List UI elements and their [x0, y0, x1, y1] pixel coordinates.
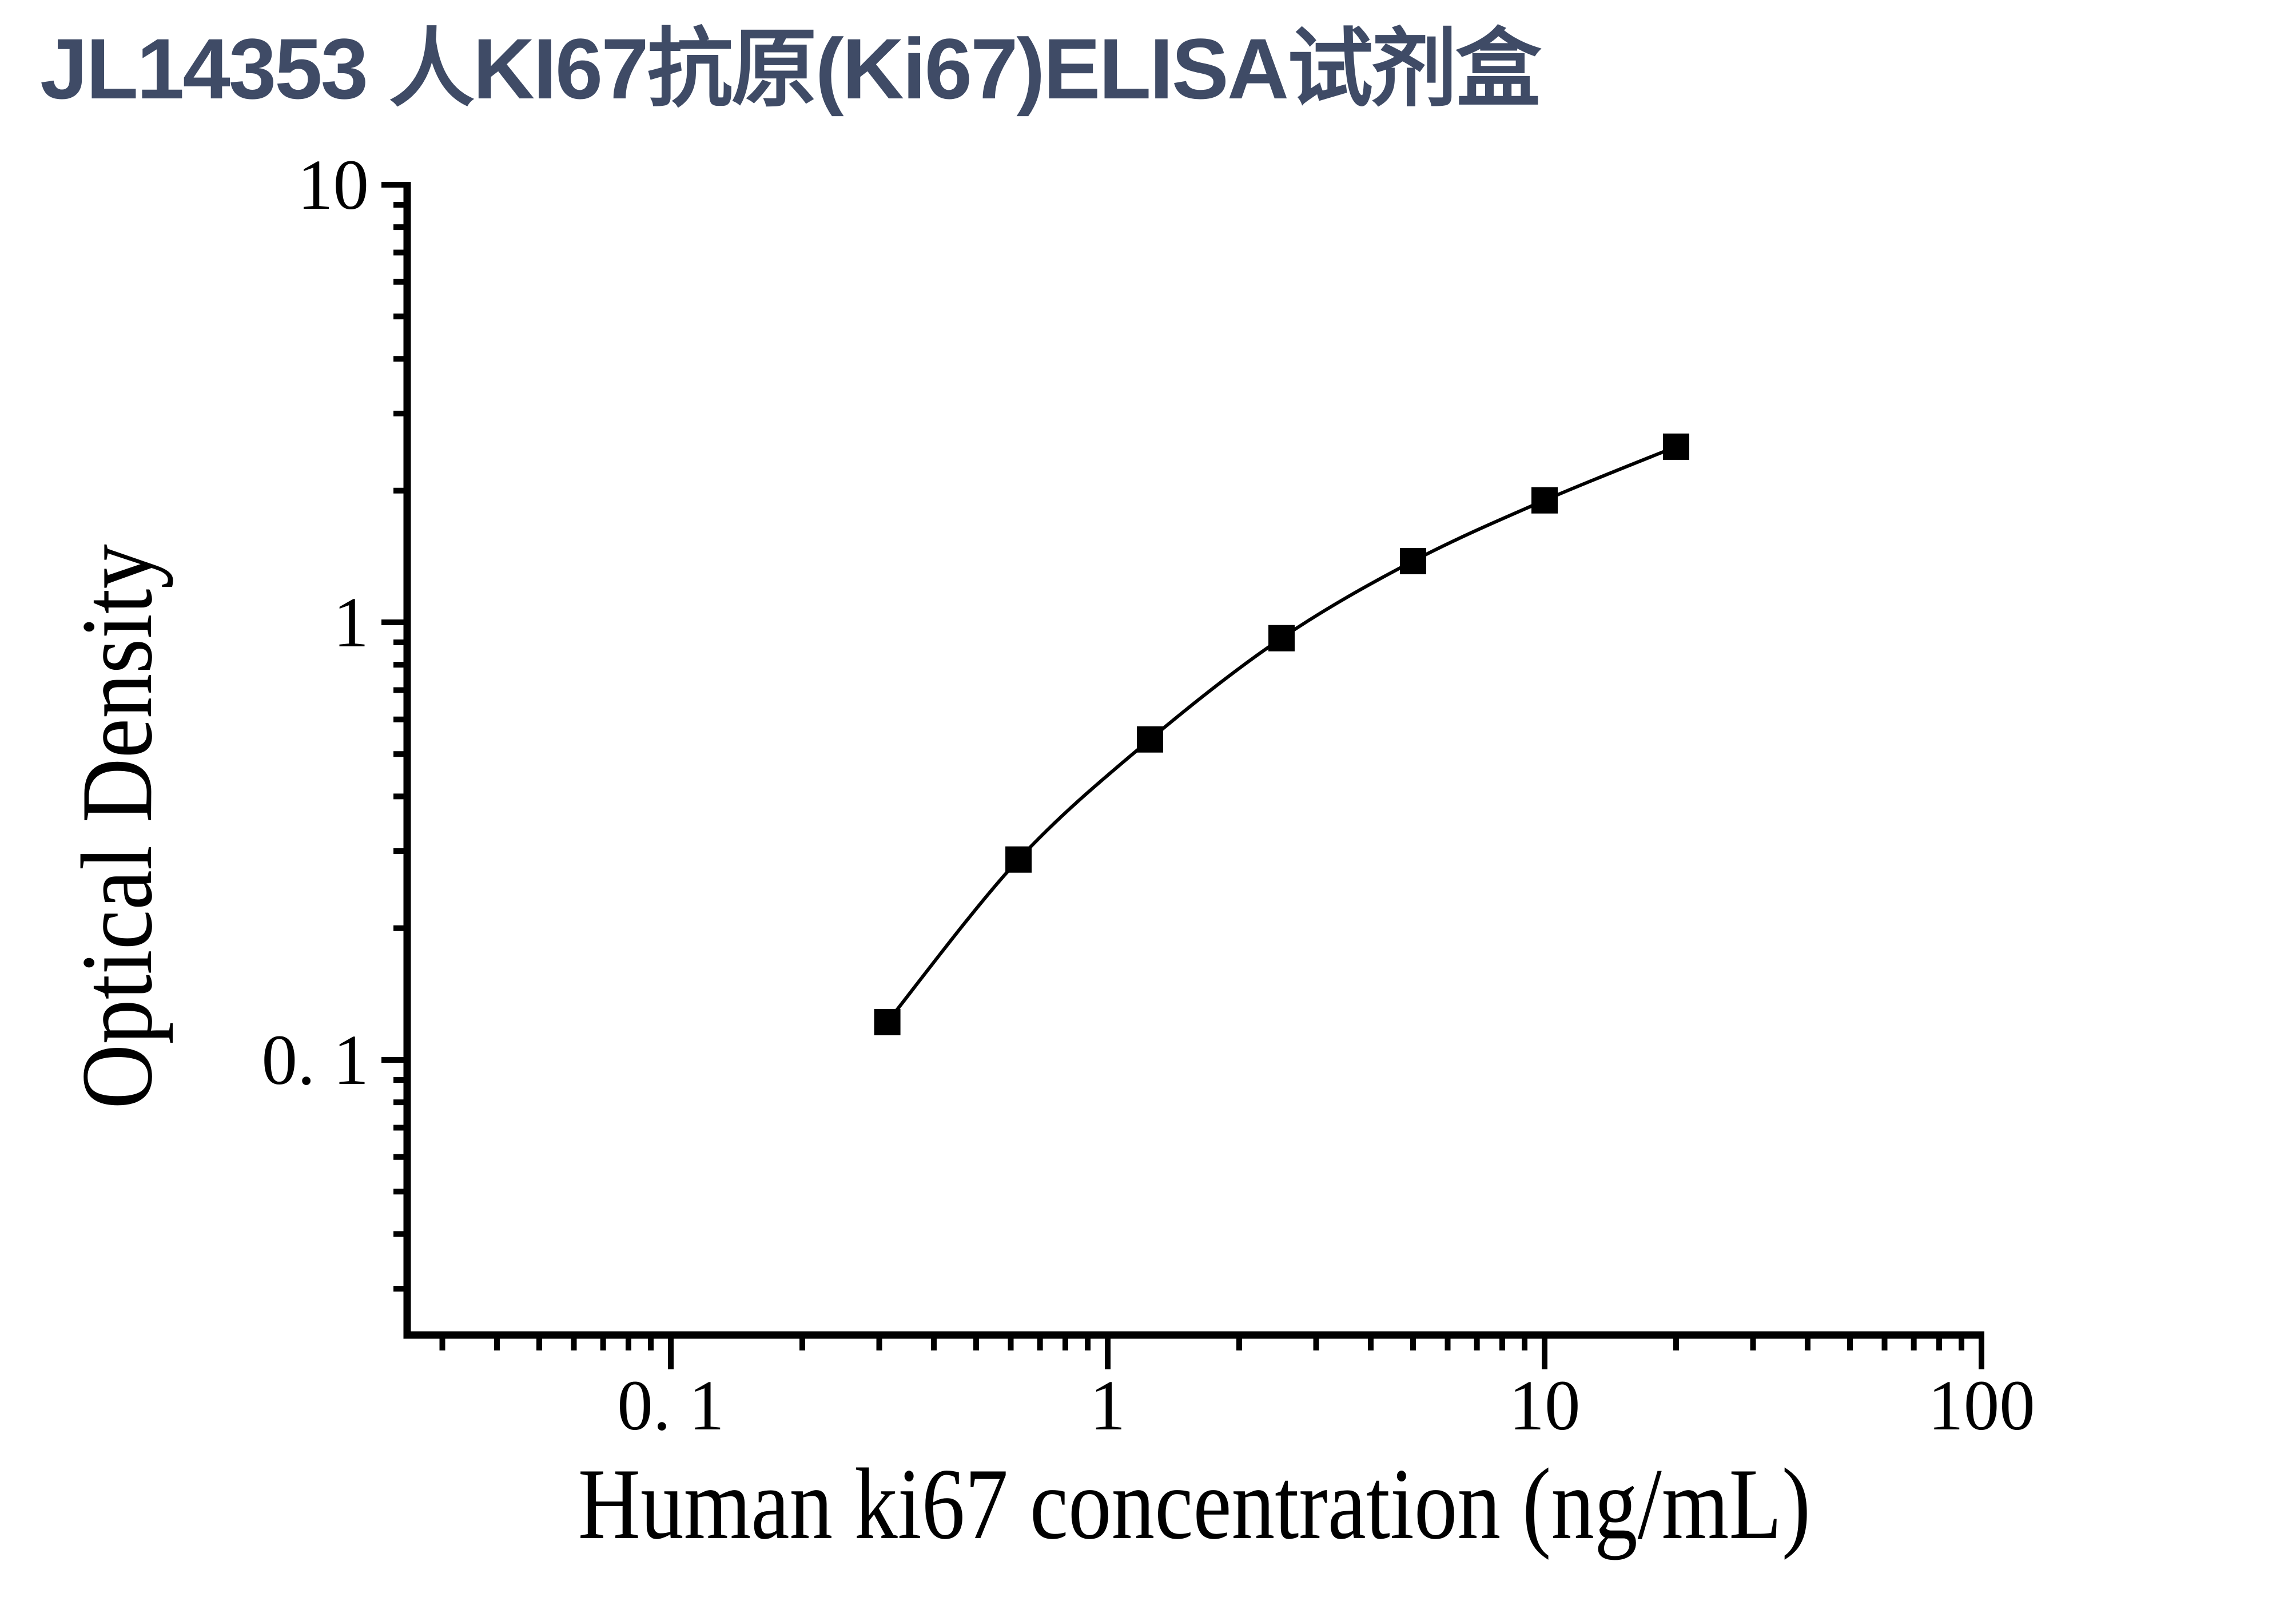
data-point-marker [874, 1008, 901, 1035]
data-point-marker [1005, 846, 1032, 873]
data-point-marker [1400, 547, 1427, 574]
x-tick-label: 10 [1509, 1366, 1581, 1445]
x-tick-label: 0. 1 [617, 1366, 725, 1445]
data-point-marker [1662, 433, 1689, 460]
y-tick-label: 1 [333, 583, 369, 662]
data-point-marker [1137, 726, 1164, 753]
y-tick-label: 10 [297, 146, 369, 225]
data-point-marker [1531, 487, 1558, 514]
y-axis-title: Optical Density [60, 544, 174, 1109]
y-tick-label: 0. 1 [262, 1021, 369, 1100]
x-axis-title: Human ki67 concentration (ng/mL) [578, 1447, 1811, 1560]
standard-curve-line [886, 445, 1677, 1023]
data-point-marker [1268, 625, 1295, 651]
chart-title: JL14353 人KI67抗原(Ki67)ELISA试剂盒 [40, 21, 1541, 117]
x-tick-label: 100 [1928, 1366, 2035, 1445]
x-tick-label: 1 [1090, 1366, 1126, 1445]
